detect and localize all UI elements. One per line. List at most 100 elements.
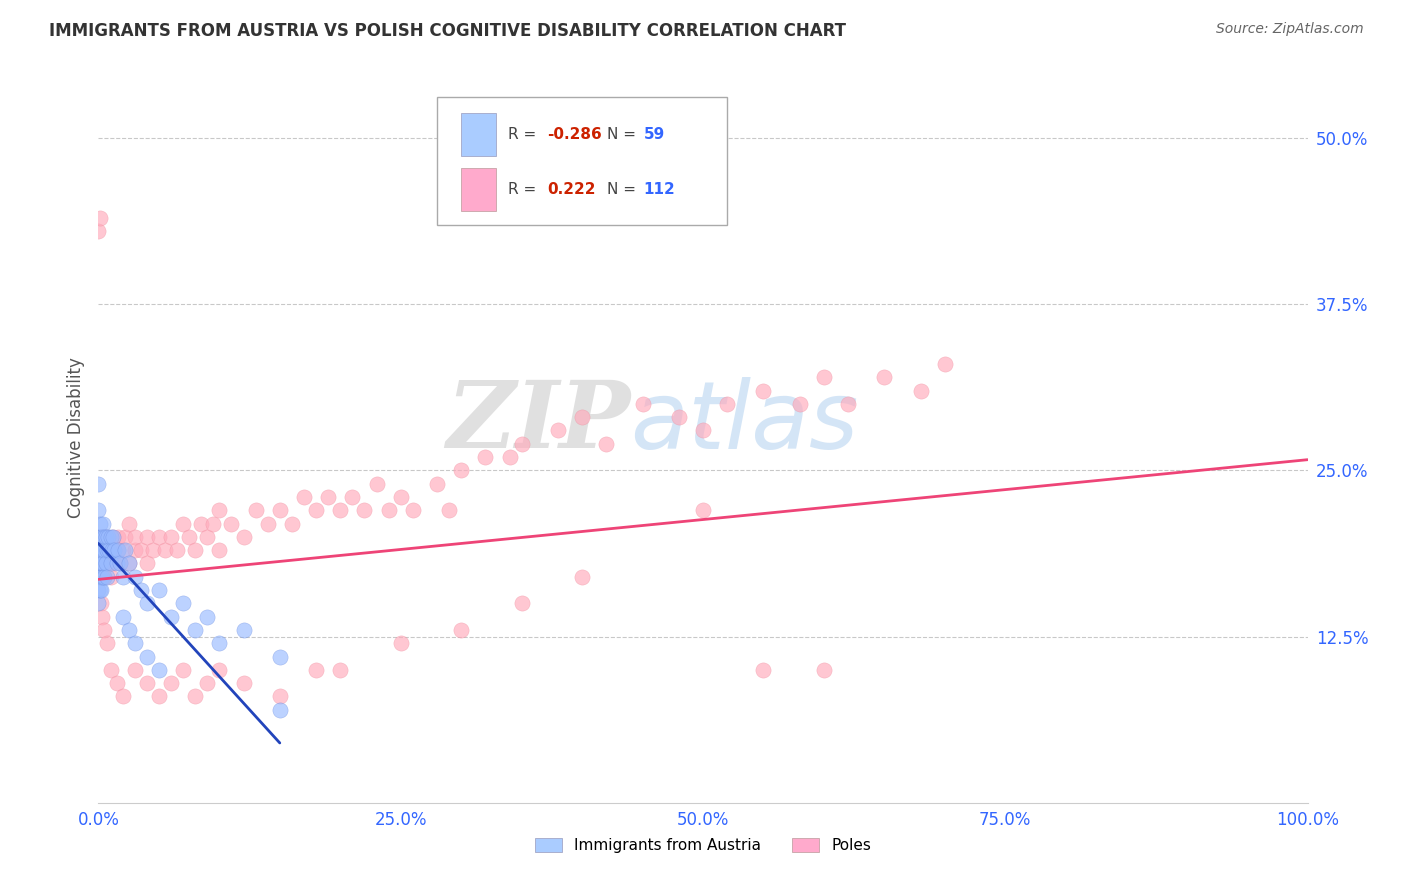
Point (184, 623, 207, 637)
Point (105, 543, 128, 558)
Point (87, 503, 110, 517)
Point (118, 557, 141, 571)
Point (100, 557, 122, 571)
Point (353, 503, 375, 517)
Point (90, 557, 112, 571)
Point (377, 503, 399, 517)
Point (752, 384, 775, 398)
Point (90, 582, 112, 597)
Point (89, 211, 111, 225)
Point (87, 224, 110, 238)
Text: 112: 112 (644, 182, 675, 197)
Text: Source: ZipAtlas.com: Source: ZipAtlas.com (1216, 22, 1364, 37)
Point (389, 636, 412, 650)
Text: 0.222: 0.222 (547, 182, 596, 197)
Point (135, 649, 157, 664)
Point (91, 570, 114, 584)
Point (90, 596, 112, 610)
Point (87, 557, 110, 571)
Point (571, 570, 593, 584)
Point (103, 557, 125, 571)
Point (91, 557, 114, 571)
Point (232, 623, 254, 637)
Point (190, 516, 212, 531)
Point (91, 543, 114, 558)
Point (910, 384, 932, 398)
Point (873, 370, 896, 384)
Point (752, 663, 775, 677)
Point (97, 543, 120, 558)
Point (208, 636, 231, 650)
Point (129, 582, 152, 597)
Point (105, 676, 128, 690)
Point (93, 570, 115, 584)
Point (94, 530, 117, 544)
Point (426, 476, 449, 491)
FancyBboxPatch shape (461, 168, 496, 211)
Point (135, 596, 157, 610)
Point (184, 543, 207, 558)
Point (184, 690, 207, 704)
Point (172, 596, 194, 610)
Point (256, 516, 278, 531)
Point (837, 397, 859, 411)
Point (89, 557, 111, 571)
Point (89, 582, 111, 597)
Point (148, 663, 170, 677)
Point (135, 676, 157, 690)
Point (100, 543, 122, 558)
Point (101, 530, 124, 544)
Point (342, 490, 364, 504)
Point (91, 570, 114, 584)
Point (179, 530, 201, 544)
Point (94, 530, 117, 544)
Point (101, 530, 124, 544)
Point (96, 636, 118, 650)
Point (91, 530, 114, 544)
Point (692, 424, 714, 438)
Point (142, 543, 165, 558)
Point (87, 557, 110, 571)
Point (510, 436, 533, 450)
Point (305, 503, 328, 517)
Point (89, 543, 111, 558)
Point (208, 663, 231, 677)
Point (89, 570, 111, 584)
Text: R =: R = (509, 128, 541, 143)
Point (813, 663, 835, 677)
Point (89, 516, 111, 531)
Point (135, 530, 157, 544)
Point (450, 463, 472, 477)
FancyBboxPatch shape (461, 113, 496, 156)
Point (98, 557, 121, 571)
Point (195, 609, 218, 624)
Point (93, 570, 115, 584)
Point (87, 543, 110, 558)
Point (510, 596, 533, 610)
Point (96, 543, 118, 558)
Point (87, 530, 110, 544)
Point (389, 490, 412, 504)
Point (195, 530, 218, 544)
Point (100, 530, 122, 544)
Point (172, 663, 194, 677)
Point (166, 543, 188, 558)
Point (91, 609, 114, 624)
Point (316, 490, 339, 504)
Point (813, 370, 835, 384)
Legend: Immigrants from Austria, Poles: Immigrants from Austria, Poles (527, 830, 879, 861)
Point (208, 543, 231, 558)
Point (107, 543, 129, 558)
Point (135, 557, 157, 571)
Point (96, 570, 118, 584)
Point (96, 557, 118, 571)
Point (366, 476, 388, 491)
Point (124, 636, 146, 650)
Point (160, 530, 183, 544)
FancyBboxPatch shape (437, 97, 727, 225)
Point (118, 516, 141, 531)
Point (91, 516, 114, 531)
Point (269, 703, 291, 717)
Point (437, 503, 460, 517)
Point (571, 410, 593, 425)
